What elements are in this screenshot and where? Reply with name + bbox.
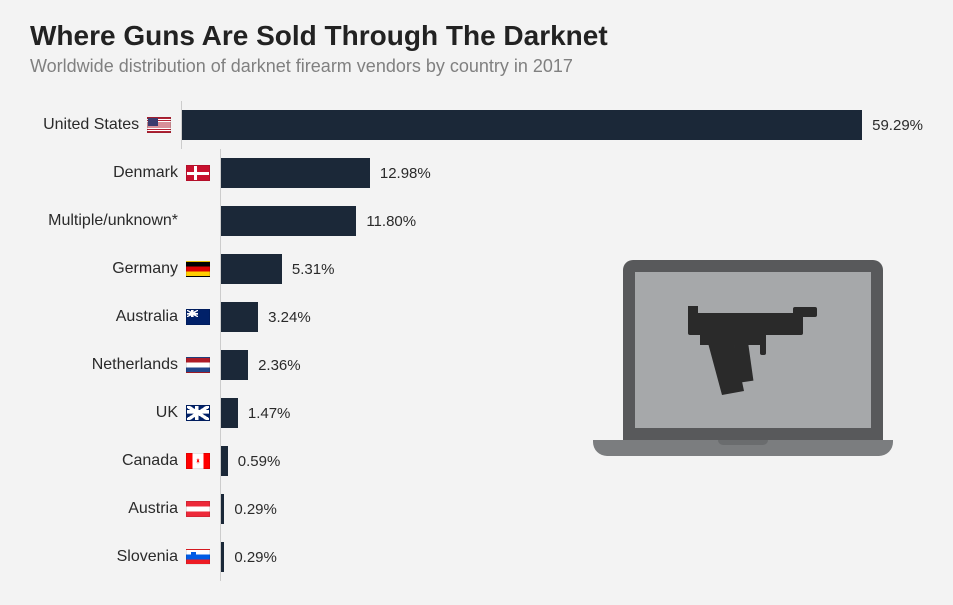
label-column: United States bbox=[30, 116, 181, 134]
bar-value: 2.36% bbox=[258, 357, 301, 374]
label-column: Netherlands bbox=[30, 356, 220, 374]
flag-icon bbox=[186, 357, 210, 373]
bar-column: 0.29% bbox=[220, 485, 923, 533]
bar bbox=[221, 494, 224, 524]
flag-icon bbox=[147, 117, 171, 133]
bar bbox=[221, 542, 224, 572]
chart-subtitle: Worldwide distribution of darknet firear… bbox=[30, 56, 923, 77]
flag-icon bbox=[186, 261, 210, 277]
country-label: United States bbox=[43, 116, 139, 134]
bar-value: 12.98% bbox=[380, 165, 431, 182]
bar-value: 59.29% bbox=[872, 117, 923, 134]
country-label: Slovenia bbox=[117, 548, 178, 566]
label-column: Slovenia bbox=[30, 548, 220, 566]
country-label: Austria bbox=[128, 500, 178, 518]
laptop-screen bbox=[623, 260, 883, 440]
bar bbox=[221, 254, 282, 284]
bar-value: 0.29% bbox=[234, 501, 277, 518]
bar-value: 5.31% bbox=[292, 261, 335, 278]
bar-value: 1.47% bbox=[248, 405, 291, 422]
flag-icon bbox=[186, 549, 210, 565]
bar-column: 12.98% bbox=[220, 149, 923, 197]
country-label: Multiple/unknown* bbox=[48, 212, 178, 230]
infographic-container: Where Guns Are Sold Through The Darknet … bbox=[0, 0, 953, 605]
bar bbox=[221, 158, 370, 188]
country-label: Denmark bbox=[113, 164, 178, 182]
flag-icon bbox=[186, 405, 210, 421]
label-column: Australia bbox=[30, 308, 220, 326]
country-label: UK bbox=[156, 404, 178, 422]
bar bbox=[221, 302, 258, 332]
flag-icon bbox=[186, 309, 210, 325]
bar bbox=[221, 350, 248, 380]
bar-value: 0.29% bbox=[234, 549, 277, 566]
bar-value: 11.80% bbox=[366, 213, 416, 230]
label-column: Canada bbox=[30, 452, 220, 470]
label-column: Germany bbox=[30, 260, 220, 278]
bar-row: United States 59.29% bbox=[30, 101, 923, 149]
flag-icon bbox=[186, 165, 210, 181]
bar-value: 0.59% bbox=[238, 453, 281, 470]
country-label: Canada bbox=[122, 452, 178, 470]
bar-column: 59.29% bbox=[181, 101, 923, 149]
flag-icon bbox=[186, 453, 210, 469]
bar-value: 3.24% bbox=[268, 309, 311, 326]
bar-row: Denmark 12.98% bbox=[30, 149, 923, 197]
bar-row: Slovenia 0.29% bbox=[30, 533, 923, 581]
gun-icon bbox=[678, 295, 828, 405]
flag-icon bbox=[186, 501, 210, 517]
label-column: Denmark bbox=[30, 164, 220, 182]
country-label: Germany bbox=[112, 260, 178, 278]
bar-column: 11.80% bbox=[220, 197, 923, 245]
laptop-base bbox=[593, 440, 893, 456]
laptop-illustration bbox=[613, 260, 893, 456]
bar-row: Multiple/unknown* 11.80% bbox=[30, 197, 923, 245]
flag-icon bbox=[186, 213, 210, 229]
bar-row: Austria 0.29% bbox=[30, 485, 923, 533]
bar bbox=[221, 446, 228, 476]
chart-title: Where Guns Are Sold Through The Darknet bbox=[30, 20, 923, 52]
label-column: Multiple/unknown* bbox=[30, 212, 220, 230]
bar-column: 0.29% bbox=[220, 533, 923, 581]
bar bbox=[182, 110, 862, 140]
country-label: Netherlands bbox=[92, 356, 178, 374]
bar bbox=[221, 206, 356, 236]
label-column: UK bbox=[30, 404, 220, 422]
label-column: Austria bbox=[30, 500, 220, 518]
bar bbox=[221, 398, 238, 428]
country-label: Australia bbox=[116, 308, 178, 326]
